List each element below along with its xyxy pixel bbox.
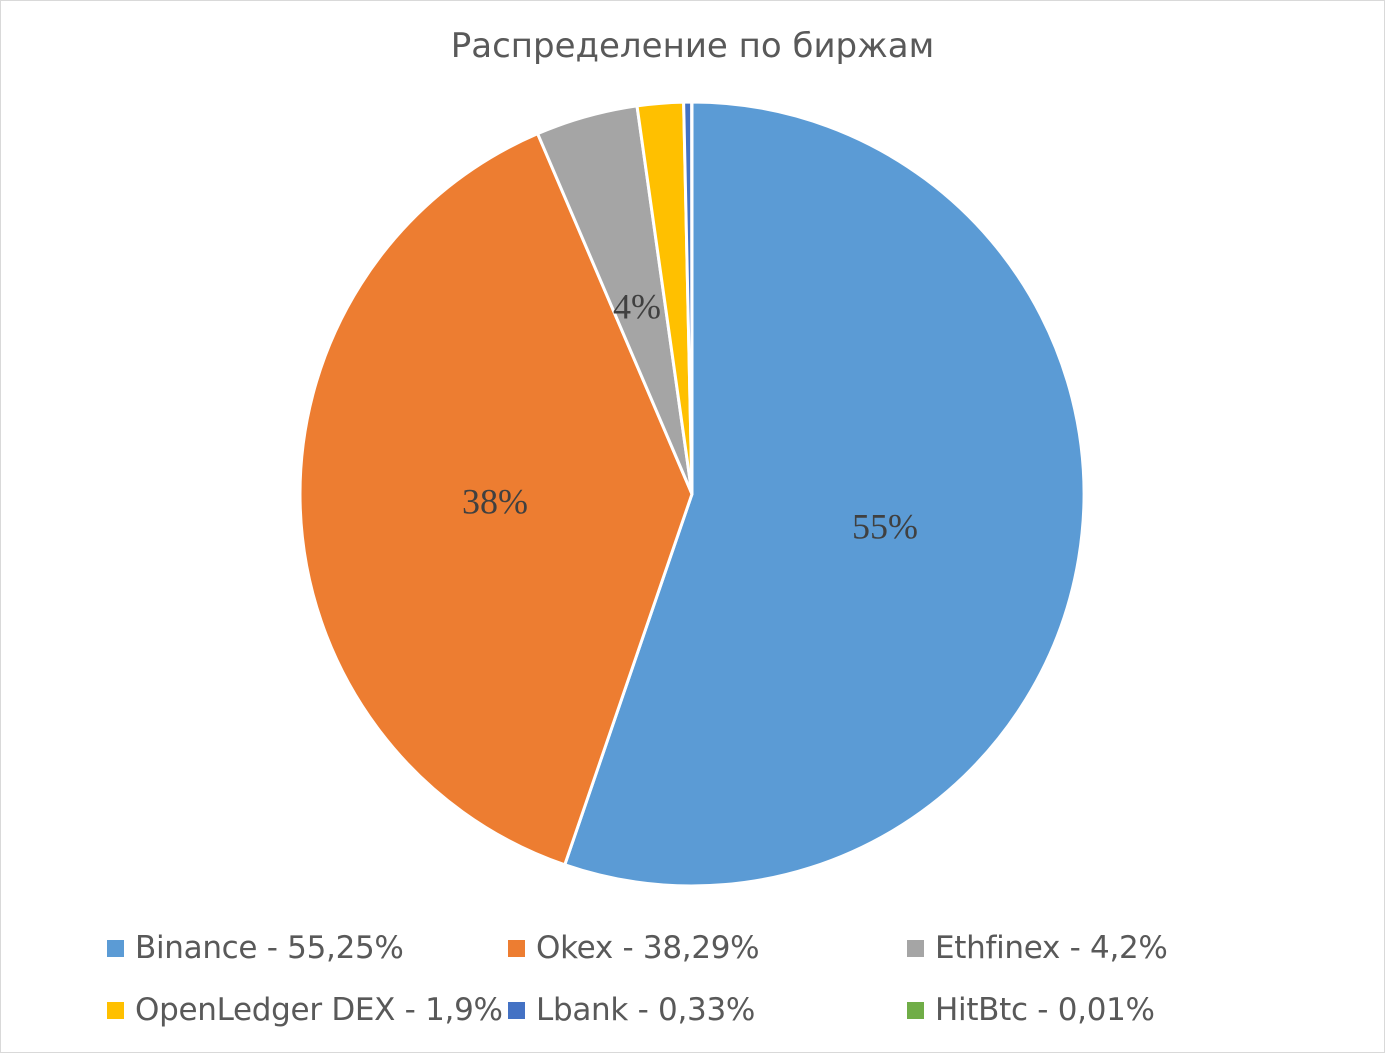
legend-item-okex: Okex - 38,29% (508, 928, 760, 968)
legend-swatch-hitbtc (907, 1001, 924, 1019)
legend-item-openledger-dex: OpenLedger DEX - 1,9% (107, 990, 503, 1030)
legend-label-hitbtc: HitBtc - 0,01% (935, 992, 1155, 1028)
legend-swatch-ethfinex (907, 939, 924, 957)
legend-label-openledger-dex: OpenLedger DEX - 1,9% (135, 992, 503, 1028)
pie-slice-okex (298, 132, 694, 867)
chart-title: Распределение по биржам (450, 26, 935, 66)
legend-swatch-openledger-dex (107, 1001, 124, 1019)
legend-item-binance: Binance - 55,25% (107, 928, 404, 968)
data-label-ethfinex: 4% (613, 286, 661, 326)
pie-slices (298, 100, 1086, 888)
legend-label-okex: Okex - 38,29% (536, 930, 760, 966)
data-label-binance: 55% (852, 506, 918, 546)
pie-slice-binance (563, 100, 1086, 888)
legend-label-ethfinex: Ethfinex - 4,2% (935, 930, 1168, 966)
legend-item-ethfinex: Ethfinex - 4,2% (907, 928, 1168, 968)
legend-swatch-lbank (508, 1001, 525, 1019)
legend-label-lbank: Lbank - 0,33% (536, 992, 756, 1028)
pie-data-labels: 55% 38% 4% (462, 286, 918, 546)
data-label-okex: 38% (462, 481, 528, 521)
legend-swatch-okex (508, 939, 525, 957)
legend-swatch-binance (107, 939, 124, 957)
legend-item-lbank: Lbank - 0,33% (508, 990, 755, 1030)
legend-item-hitbtc: HitBtc - 0,01% (907, 990, 1155, 1030)
legend-label-binance: Binance - 55,25% (135, 930, 404, 966)
